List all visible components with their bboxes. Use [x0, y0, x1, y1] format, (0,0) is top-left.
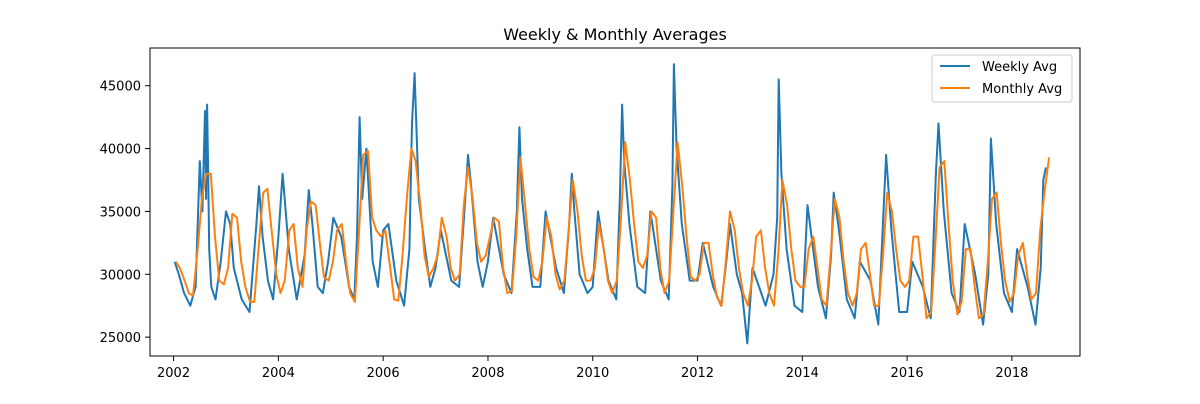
x-tick-label: 2016 — [891, 366, 924, 381]
y-tick-label: 30000 — [100, 268, 141, 283]
y-tick-label: 25000 — [100, 331, 141, 346]
y-tick-label: 45000 — [100, 80, 141, 95]
x-tick-label: 2014 — [786, 366, 819, 381]
x-tick-label: 2004 — [262, 366, 295, 381]
axes: 2002 2004 2006 2008 2010 2012 2014 2016 2018 2500… — [100, 80, 1029, 381]
chart-title: Weekly & Monthly Averages — [503, 25, 727, 44]
x-tick-label: 2012 — [681, 366, 714, 381]
series-line-monthly — [174, 141, 1051, 320]
y-tick-label: 35000 — [100, 205, 141, 220]
x-tick-label: 2002 — [157, 366, 190, 381]
x-tick-label: 2006 — [367, 366, 400, 381]
x-tick-label: 2008 — [471, 366, 504, 381]
x-tick-label: 2010 — [576, 366, 609, 381]
legend: Weekly Avg Monthly Avg — [931, 54, 1073, 103]
plot-area — [173, 63, 1051, 345]
legend-label-monthly: Monthly Avg — [982, 82, 1062, 97]
plot-frame — [149, 47, 1081, 357]
y-tick-label: 40000 — [100, 143, 141, 158]
series-line-weekly — [173, 63, 1047, 345]
x-tick-label: 2018 — [995, 366, 1028, 381]
legend-label-weekly: Weekly Avg — [982, 60, 1057, 75]
